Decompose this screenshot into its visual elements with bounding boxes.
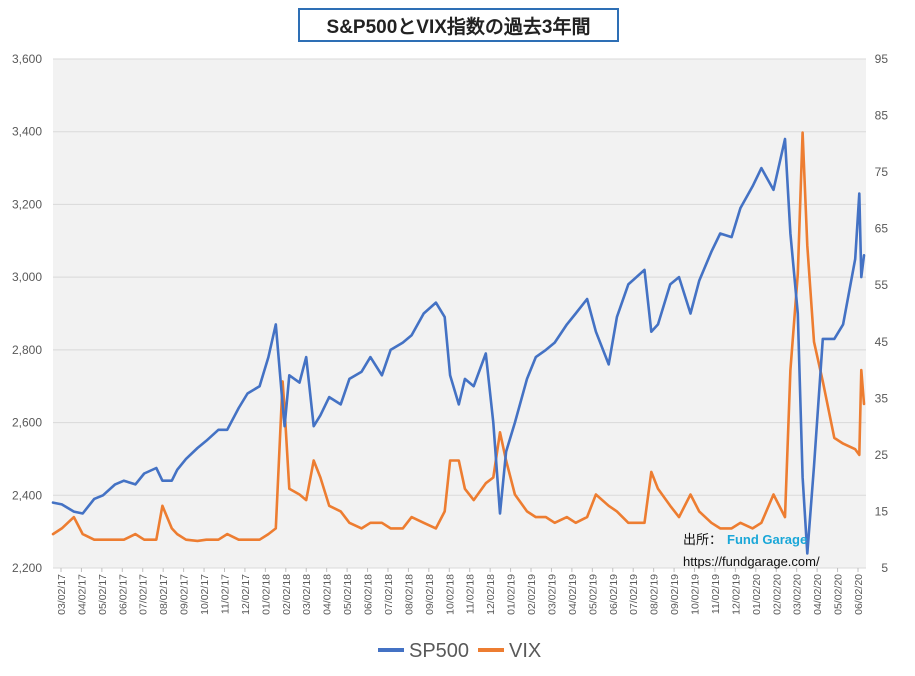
x-tick-label: 05/02/17 — [97, 574, 109, 615]
gridlines — [53, 58, 866, 569]
y-axis-left: 2,200 2,400 2,600 2,800 3,000 3,200 3,400 3,600 — [12, 52, 42, 575]
x-tick-label: 02/02/19 — [526, 574, 538, 615]
x-tick-label: 12/02/18 — [485, 574, 497, 615]
x-tick-label: 03/02/20 — [792, 574, 804, 615]
series-layer — [51, 131, 866, 555]
x-tick-label: 03/02/19 — [546, 574, 558, 615]
x-tick-label: 12/02/19 — [730, 574, 742, 615]
y-left-tick-label: 3,400 — [12, 125, 42, 139]
source-brand: Fund Garage — [727, 532, 807, 547]
x-tick-label: 10/02/18 — [444, 574, 456, 615]
legend: SP500 VIX — [378, 640, 541, 662]
x-tick-label: 10/02/17 — [199, 574, 211, 615]
x-tick-label: 09/02/18 — [424, 574, 436, 615]
x-tick-label: 08/02/17 — [158, 574, 170, 615]
y-left-tick-label: 2,200 — [12, 561, 42, 575]
x-tick-label: 04/02/20 — [812, 574, 824, 615]
x-tick-label: 07/02/19 — [628, 574, 640, 615]
y-left-tick-label: 2,400 — [12, 488, 42, 502]
x-tick-label: 03/02/17 — [56, 574, 68, 615]
y-right-tick-label: 25 — [875, 448, 889, 462]
x-axis: 03/02/17 04/02/17 05/02/17 06/02/17 07/02/17… — [56, 568, 865, 615]
x-tick-label: 04/02/17 — [76, 574, 88, 615]
y-right-tick-label: 95 — [875, 52, 889, 66]
y-right-tick-label: 5 — [881, 561, 888, 575]
series-line-vix — [51, 131, 866, 543]
y-right-tick-label: 65 — [875, 222, 889, 236]
x-tick-label: 03/02/18 — [301, 574, 313, 615]
x-tick-label: 06/02/18 — [363, 574, 375, 615]
chart-title: S&P500とVIX指数の過去3年間 — [298, 8, 619, 42]
x-tick-label: 07/02/18 — [383, 574, 395, 615]
series-line-sp500 — [51, 137, 866, 555]
y-left-tick-label: 3,600 — [12, 52, 42, 66]
legend-label-sp500: SP500 — [409, 640, 469, 662]
y-right-tick-label: 55 — [875, 278, 889, 292]
x-tick-label: 09/02/17 — [179, 574, 191, 615]
x-tick-label: 08/02/19 — [649, 574, 661, 615]
x-tick-label: 10/02/19 — [690, 574, 702, 615]
x-tick-label: 11/02/19 — [710, 574, 722, 614]
x-tick-label: 01/02/19 — [506, 574, 518, 615]
plot-area — [53, 59, 866, 568]
x-tick-label: 01/02/18 — [260, 574, 272, 615]
y-left-tick-label: 3,000 — [12, 270, 42, 284]
x-tick-label: 12/02/17 — [240, 574, 252, 615]
x-tick-label: 11/02/17 — [219, 574, 231, 614]
x-tick-label: 07/02/17 — [138, 574, 150, 615]
y-left-tick-label: 3,200 — [12, 197, 42, 211]
x-tick-label: 06/02/19 — [608, 574, 620, 615]
y-right-tick-label: 75 — [875, 165, 889, 179]
source-annotation: 出所： Fund Garage https://fundgarage.com/ — [683, 532, 820, 569]
x-tick-label: 08/02/18 — [403, 574, 415, 615]
x-tick-label: 02/02/20 — [771, 574, 783, 615]
x-tick-label: 05/02/20 — [833, 574, 845, 615]
x-tick-label: 04/02/19 — [567, 574, 579, 615]
x-tick-label: 09/02/19 — [669, 574, 681, 615]
x-tick-label: 01/02/20 — [751, 574, 763, 615]
legend-label-vix: VIX — [509, 640, 541, 662]
x-tick-label: 05/02/19 — [587, 574, 599, 615]
y-left-tick-label: 2,600 — [12, 416, 42, 430]
y-right-tick-label: 15 — [875, 504, 889, 518]
x-tick-label: 06/02/17 — [117, 574, 129, 615]
chart-title-text: S&P500とVIX指数の過去3年間 — [326, 16, 591, 38]
y-right-tick-label: 85 — [875, 109, 889, 123]
y-left-tick-label: 2,800 — [12, 343, 42, 357]
source-label: 出所： — [683, 532, 722, 547]
y-right-tick-label: 35 — [875, 391, 889, 405]
y-right-tick-label: 45 — [875, 335, 889, 349]
x-tick-label: 04/02/18 — [322, 574, 334, 615]
source-url: https://fundgarage.com/ — [683, 554, 820, 569]
x-tick-label: 05/02/18 — [342, 574, 354, 615]
x-tick-label: 11/02/18 — [465, 574, 477, 614]
x-tick-label: 02/02/18 — [281, 574, 293, 615]
y-axis-right: 5 15 25 35 45 55 65 75 85 95 — [875, 52, 889, 575]
x-tick-label: 06/02/20 — [853, 574, 865, 615]
